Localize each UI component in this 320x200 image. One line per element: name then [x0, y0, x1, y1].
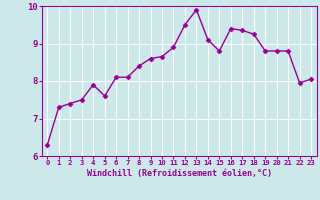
X-axis label: Windchill (Refroidissement éolien,°C): Windchill (Refroidissement éolien,°C): [87, 169, 272, 178]
